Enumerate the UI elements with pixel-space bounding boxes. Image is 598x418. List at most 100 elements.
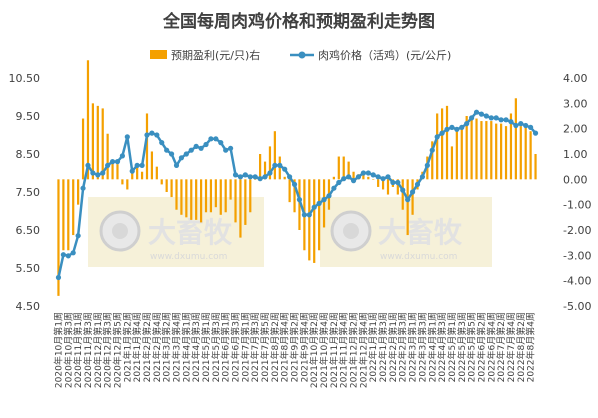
x-tick-label: 2021年4月第1周 [180,312,192,382]
price-point [434,134,440,140]
x-tick-label: 2020年12月第1周 [92,312,104,388]
x-tick-label: 2020年11月第1周 [72,312,84,388]
x-tick-label: 2021年11月第4周 [338,312,350,388]
profit-bar [214,179,217,208]
profit-bar [337,156,340,180]
price-point [355,174,362,180]
profit-bar [308,179,311,261]
x-axis: 2020年10月第1周 2020年10月第3周 2020年11月第1周 2020年11… [52,312,536,388]
price-point [277,162,283,168]
profit-bar [91,103,94,180]
profit-bar [131,169,134,180]
x-tick-label: 2021年4月第3周 [190,312,202,382]
price-point [473,109,480,115]
profit-bar [62,179,65,251]
profit-bar [367,176,370,180]
x-tick-label: 2022年1月第1周 [367,312,379,382]
x-tick-label: 2022年5月第1周 [446,312,458,382]
price-point [405,197,411,203]
x-tick-label: 2022年2月第3周 [397,312,409,382]
price-point [409,189,416,195]
profit-bar [77,179,80,205]
price-point [464,121,470,127]
price-point [139,162,145,168]
x-tick-label: 2021年2月第2周 [141,312,153,382]
profit-bar [150,151,154,180]
profit-bar [514,98,517,180]
price-point [228,145,234,151]
profit-bar [431,141,434,180]
price-point [252,174,258,180]
price-point [134,162,140,168]
price-point [109,159,116,165]
x-tick-label: 2022年5月第3周 [456,312,468,382]
price-point [400,187,406,193]
profit-bar [377,179,380,187]
price-point [331,185,337,191]
price-point [149,130,155,136]
price-point [419,174,426,180]
right-tick-label: -4.00 [563,275,591,288]
x-tick-label: 2022年6月第4周 [485,312,497,382]
profit-bar [322,179,326,228]
profit-bar [519,126,522,180]
legend-line-label: 肉鸡价格（活鸡）(元/公斤) [318,48,451,62]
price-point [385,174,391,180]
profit-bar [347,161,350,180]
x-tick-label: 2021年9月第4周 [298,312,310,382]
x-tick-label: 2021年7月第1周 [239,312,251,382]
price-point [370,172,376,178]
profit-bar [372,179,375,180]
watermark-right: 大畜牧 www.dxumu.com [320,197,492,267]
right-tick-label: -5.00 [563,300,591,313]
price-point [296,197,303,203]
price-point [360,170,366,176]
price-point [242,172,248,178]
x-tick-label: 2022年7月第4周 [505,312,517,382]
price-point [154,132,160,138]
profit-bar [313,179,316,263]
profit-bar [406,179,409,236]
price-point [454,126,460,132]
profit-bar [145,113,149,180]
x-tick-label: 2021年2月第4周 [151,312,163,382]
price-point [528,124,534,130]
x-tick-label: 2020年10月第1周 [52,312,64,388]
price-point [65,253,71,259]
x-tick-label: 2022年1月第3周 [377,312,389,382]
profit-bar [470,116,473,180]
profit-bar [185,179,188,218]
right-tick-label: 2.00 [563,123,588,136]
profit-bar [234,179,237,223]
x-tick-label: 2021年8月第2周 [269,312,281,382]
profit-bar [529,131,532,180]
profit-bar [504,126,508,180]
price-point [203,141,209,148]
profit-bar [175,179,178,210]
profit-bar [362,174,365,180]
left-tick-label: 8.50 [16,148,41,161]
x-tick-label: 2022年8月第4周 [525,312,537,382]
left-tick-label: 7.50 [16,186,41,199]
price-point [105,162,111,168]
price-point [498,117,504,123]
x-tick-label: 2021年1月第2周 [121,312,133,382]
price-point [193,143,199,149]
watermark-right-url: www.dxumu.com [380,252,457,262]
price-point [311,204,317,210]
profit-bar [534,154,537,180]
profit-bar [190,179,193,220]
profit-bar [342,156,345,180]
x-tick-label: 2021年11月第2周 [328,312,340,388]
price-line-series [55,109,539,281]
x-tick-label: 2021年3月第4周 [171,312,183,382]
price-point [208,136,214,142]
price-point [232,172,239,178]
x-tick-label: 2021年8月第4周 [279,312,291,382]
price-point [119,153,125,159]
price-point [124,134,130,140]
profit-bar [396,179,399,195]
profit-bar [485,121,488,180]
